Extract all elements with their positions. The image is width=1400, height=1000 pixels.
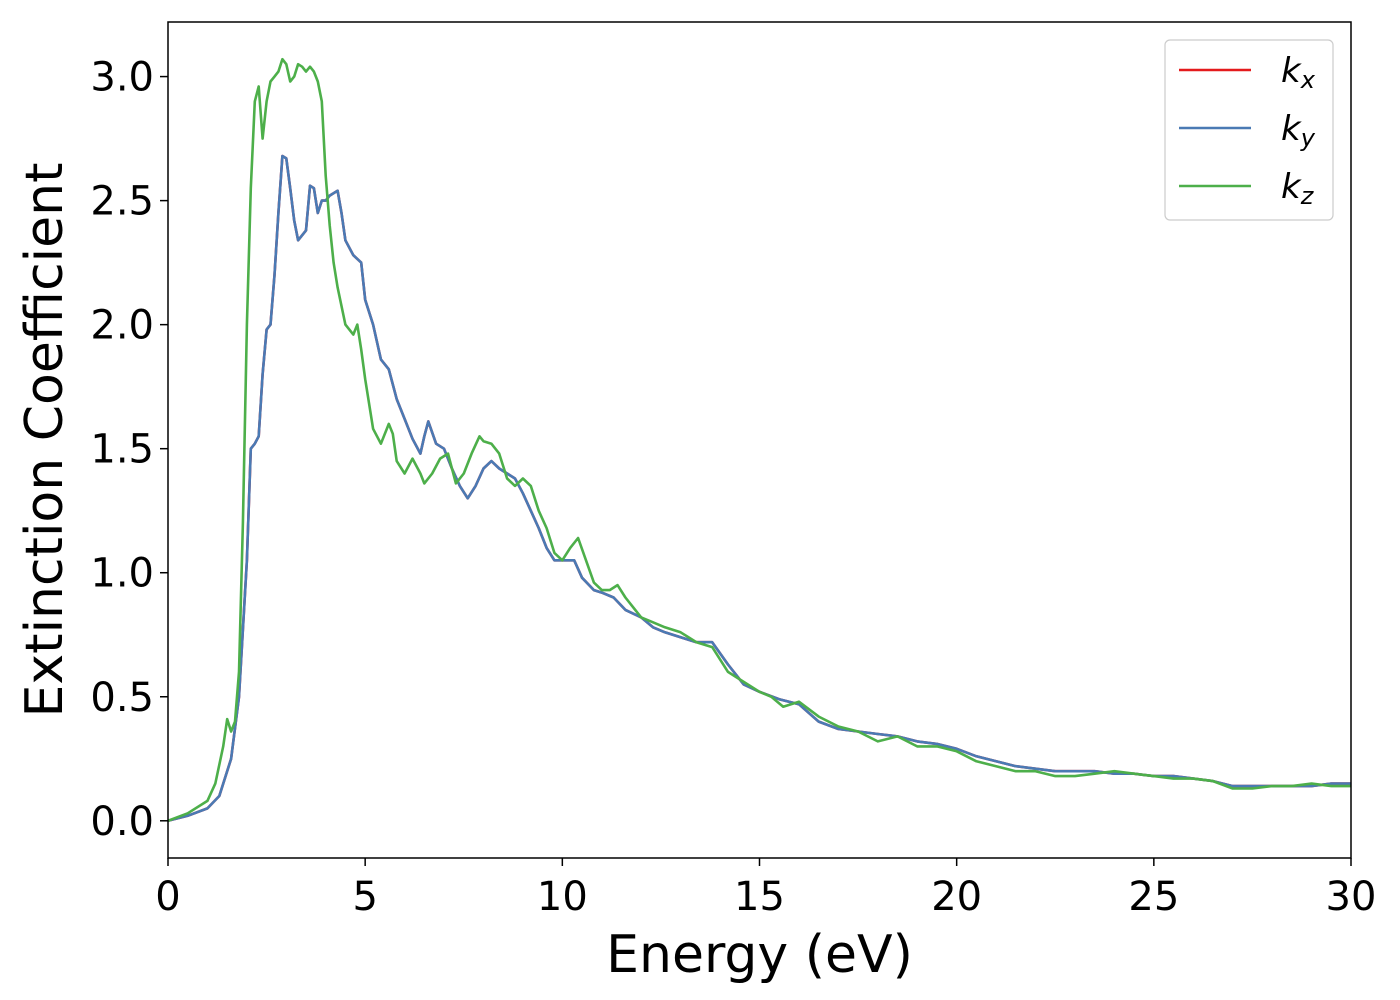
x-axis-label: Energy (eV) — [606, 925, 913, 985]
series-line-k-y — [168, 154, 1351, 823]
legend-box — [1164, 39, 1334, 221]
x-tick-label: 10 — [537, 874, 588, 920]
legend: kx ky kz — [1164, 39, 1334, 221]
x-tick-label: 25 — [1128, 874, 1179, 920]
legend-label: ky — [1281, 109, 1316, 152]
y-tick-label: 1.5 — [90, 427, 154, 473]
y-axis-ticks: 0.0 0.5 1.0 1.5 2.0 2.5 3.0 — [90, 55, 168, 845]
x-tick-label: 15 — [734, 874, 785, 920]
series-line-k-x — [168, 154, 1351, 823]
y-tick-label: 2.5 — [90, 179, 154, 225]
y-tick-label: 0.5 — [90, 675, 154, 721]
series-line-k-z — [168, 57, 1351, 823]
x-tick-label: 20 — [931, 874, 982, 920]
x-tick-label: 30 — [1326, 874, 1377, 920]
legend-label: kz — [1281, 167, 1315, 210]
y-tick-label: 2.0 — [90, 303, 154, 349]
y-axis-label: Extinction Coefficient — [15, 163, 75, 718]
x-tick-label: 0 — [155, 874, 180, 920]
x-axis-ticks: 0 5 10 15 20 25 30 — [155, 858, 1376, 920]
x-tick-label: 5 — [352, 874, 377, 920]
y-tick-label: 3.0 — [90, 55, 154, 101]
plot-lines — [168, 57, 1351, 823]
y-tick-label: 0.0 — [90, 799, 154, 845]
y-tick-label: 1.0 — [90, 551, 154, 597]
legend-label: kx — [1281, 51, 1316, 94]
